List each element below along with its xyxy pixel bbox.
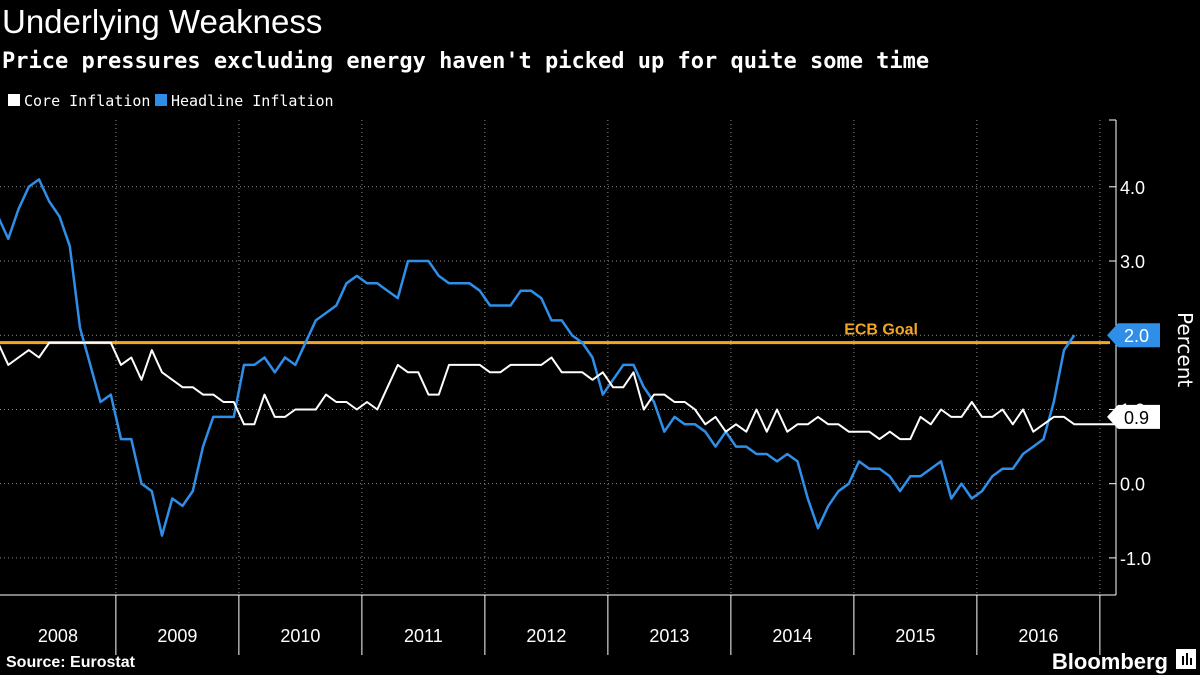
x-tick-label: 2012 xyxy=(526,626,566,646)
series-group xyxy=(0,178,1146,537)
x-tick-label: 2011 xyxy=(404,626,443,646)
y-tick-label: 3.0 xyxy=(1120,252,1145,272)
legend-label-headline: Headline Inflation xyxy=(171,92,334,110)
brand-logo-text: Bloomberg xyxy=(1052,649,1168,674)
x-tick-label: 2016 xyxy=(1018,626,1058,646)
x-tick-label: 2010 xyxy=(280,626,320,646)
callout-box xyxy=(1107,323,1160,348)
y-tick-label: 0.0 xyxy=(1120,475,1145,495)
source-note: Source: Eurostat xyxy=(6,654,136,671)
legend-swatch-headline xyxy=(155,94,167,106)
x-tick-label: 2009 xyxy=(157,626,197,646)
legend-label-core: Core Inflation xyxy=(24,92,150,110)
x-tick-label: 2014 xyxy=(772,626,812,646)
callout-label: 2.0 xyxy=(1124,326,1149,346)
x-tick-label: 2008 xyxy=(38,626,78,646)
x-axis: 2008 2009 2010 2011 2012 2013 2014 2015 2016 xyxy=(0,594,1116,655)
callout-box xyxy=(1107,404,1160,429)
legend-swatch-core xyxy=(8,94,20,106)
y-tick-label: -1.0 xyxy=(1120,549,1151,569)
legend: Core Inflation Headline Inflation xyxy=(8,92,334,110)
y-tick-label: 4.0 xyxy=(1120,178,1145,198)
headline-inflation-line xyxy=(0,178,1076,537)
core-last-value-callout: 0.9 xyxy=(1107,404,1160,429)
callout-label: 0.9 xyxy=(1124,408,1149,428)
x-tick-label: 2013 xyxy=(649,626,689,646)
core-inflation-line xyxy=(0,341,1146,441)
chart-subtitle: Price pressures excluding energy haven't… xyxy=(2,49,929,74)
y-axis: -1.00.01.02.03.04.00.92.0 xyxy=(1107,119,1160,595)
ecb-goal-label: ECB Goal xyxy=(844,322,918,339)
headline-last-value-callout: 2.0 xyxy=(1107,323,1160,348)
y-axis-label: Percent xyxy=(1173,312,1197,387)
reference-line-group: ECB Goal xyxy=(0,322,1110,345)
brand-logo-icon xyxy=(1176,649,1196,669)
chart-title: Underlying Weakness xyxy=(2,3,322,40)
x-tick-label: 2015 xyxy=(895,626,935,646)
